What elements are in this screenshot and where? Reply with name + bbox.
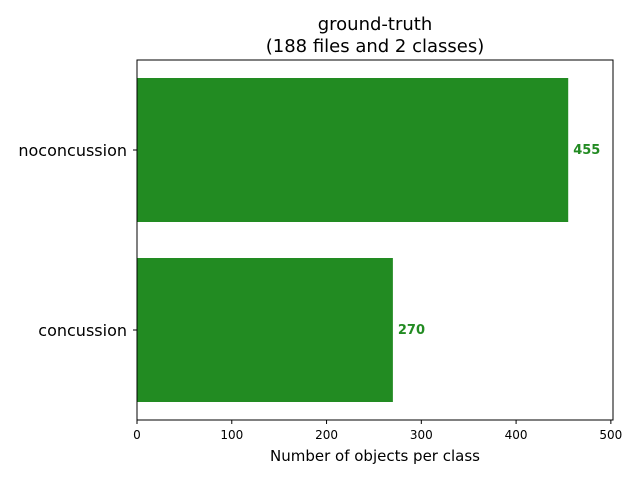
chart-title: ground-truth (318, 14, 433, 35)
x-tick-label-0: 0 (133, 428, 141, 442)
chart-subtitle: (188 files and 2 classes) (266, 36, 485, 57)
x-axis-label: Number of objects per class (270, 447, 480, 465)
x-tick-label-500: 500 (599, 428, 622, 442)
bar-noconcussion (137, 78, 569, 222)
data-label-noconcussion: 455 (573, 143, 600, 158)
bar-concussion (137, 258, 393, 402)
x-tick-label-100: 100 (220, 428, 243, 442)
bars-layer: 270 455 (137, 78, 600, 402)
plot-frame (136, 59, 614, 421)
x-tick-label-300: 300 (410, 428, 433, 442)
x-tick-label-200: 200 (315, 428, 338, 442)
axes-layer: concussion noconcussion 0 100 200 300 400 500 (18, 59, 622, 442)
data-label-concussion: 270 (398, 323, 425, 338)
x-tick-label-400: 400 (505, 428, 528, 442)
y-tick-label-concussion: concussion (38, 321, 127, 340)
y-tick-label-noconcussion: noconcussion (18, 141, 127, 160)
